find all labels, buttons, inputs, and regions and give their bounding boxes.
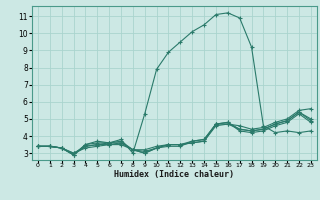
X-axis label: Humidex (Indice chaleur): Humidex (Indice chaleur) [115, 170, 234, 179]
